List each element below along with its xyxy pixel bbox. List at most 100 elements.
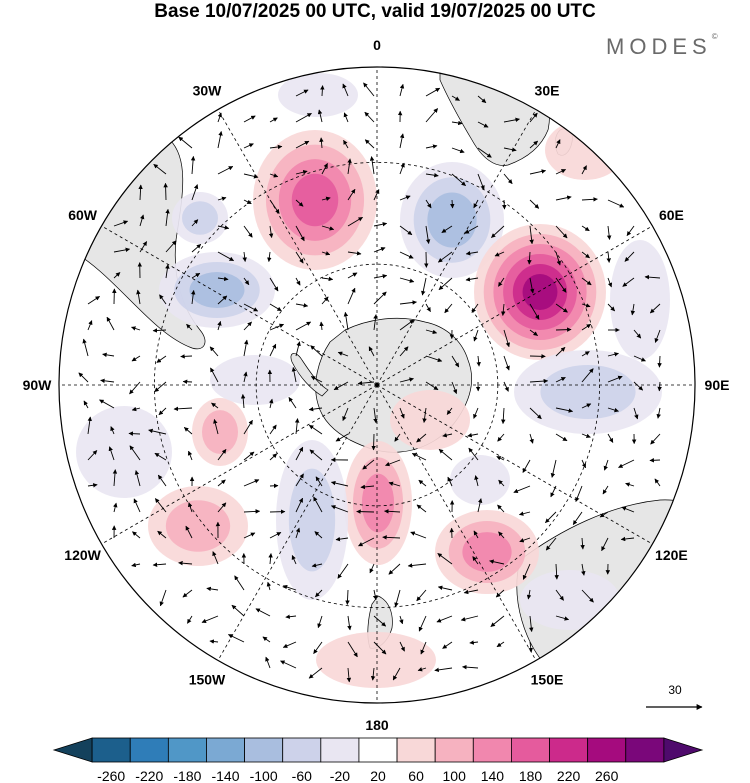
wind-vector xyxy=(288,397,297,409)
wind-vector xyxy=(606,251,611,263)
wind-vector xyxy=(528,641,534,653)
wind-vector xyxy=(217,196,227,201)
wind-vector xyxy=(139,241,148,253)
colorbar: -260 -220 -180 -140 -100 -60 -20 20 60 100 140 180 2… xyxy=(52,737,704,783)
brand-logo: MODES© xyxy=(606,32,718,59)
wind-vector xyxy=(313,496,323,513)
wind-vector xyxy=(529,277,535,294)
anomaly-contour xyxy=(278,73,358,117)
wind-vector xyxy=(128,431,141,436)
wind-vector xyxy=(490,615,505,627)
wind-vector xyxy=(139,214,145,227)
wind-vector xyxy=(317,615,323,629)
wind-vector xyxy=(113,502,118,513)
anomaly-contour xyxy=(189,272,245,308)
wind-vector xyxy=(267,251,272,263)
wind-vector xyxy=(503,329,511,348)
wind-vector xyxy=(581,403,592,409)
wind-vector xyxy=(231,604,245,617)
wind-vector xyxy=(217,251,234,262)
wind-vector xyxy=(243,451,255,461)
wind-vector xyxy=(206,586,219,592)
wind-vector xyxy=(100,378,115,384)
wind-vector xyxy=(399,277,415,283)
wind-vector xyxy=(132,531,141,539)
wind-vector xyxy=(555,303,568,313)
wind-vector xyxy=(399,300,417,305)
wind-vector xyxy=(113,272,121,279)
meridian-line xyxy=(101,225,378,386)
wind-vector xyxy=(255,608,271,617)
wind-vector xyxy=(269,323,285,331)
wind-vector xyxy=(315,476,323,487)
wind-vector xyxy=(182,379,193,384)
longitude-label: 180 xyxy=(365,717,389,733)
wind-vector xyxy=(243,509,261,514)
wind-vector xyxy=(498,479,505,487)
wind-vectors xyxy=(78,82,662,683)
colorbar-tick-label: 140 xyxy=(481,768,505,783)
colorbar-swatch xyxy=(167,737,207,763)
wind-vector xyxy=(373,222,388,227)
wind-vector xyxy=(165,208,170,227)
wind-vector xyxy=(333,381,349,391)
wind-vector xyxy=(513,485,531,494)
wind-vector xyxy=(625,482,635,487)
wind-vector xyxy=(425,87,441,97)
wind-vector xyxy=(437,553,453,565)
wind-vector xyxy=(494,251,505,257)
wind-vector xyxy=(581,251,590,259)
wind-vector xyxy=(438,448,453,461)
wind-vector xyxy=(157,474,167,487)
colorbar-tick-label: 260 xyxy=(595,768,619,783)
wind-vector xyxy=(269,343,277,357)
colorbar-swatch xyxy=(358,737,398,763)
wind-vector xyxy=(212,551,219,565)
meridian-line xyxy=(217,384,378,661)
wind-vector xyxy=(399,641,405,652)
wind-vector xyxy=(477,498,483,513)
wind-vector xyxy=(280,660,297,669)
wind-vector xyxy=(529,169,547,175)
pole-marker xyxy=(375,383,379,387)
wind-vector xyxy=(113,220,129,227)
colorbar-tick-label: 100 xyxy=(443,768,467,783)
anomaly-contour xyxy=(390,390,470,450)
wind-vector xyxy=(555,277,567,293)
wind-vector xyxy=(575,485,583,503)
wind-vector xyxy=(410,531,427,539)
wind-vector xyxy=(87,296,100,305)
wind-vector xyxy=(295,497,304,513)
wind-vector xyxy=(418,479,427,487)
longitude-label: 150E xyxy=(531,671,564,687)
meridian-line xyxy=(376,225,653,386)
wind-vector xyxy=(554,563,559,580)
wind-vector xyxy=(269,453,278,461)
wind-vector xyxy=(343,139,349,149)
wind-vector xyxy=(473,530,479,539)
wind-vector xyxy=(321,163,328,175)
anomaly-contour xyxy=(522,274,558,310)
wind-vector xyxy=(500,303,506,316)
wind-vector xyxy=(372,589,378,601)
wind-vector xyxy=(217,320,222,331)
wind-vector xyxy=(108,446,115,461)
wind-vector xyxy=(347,216,363,227)
wind-vector xyxy=(291,554,297,565)
wind-vector xyxy=(364,139,375,149)
colorbar-swatch xyxy=(511,737,550,763)
wind-vector xyxy=(425,381,439,391)
wind-vector xyxy=(347,251,362,256)
wind-vector xyxy=(308,424,323,435)
wind-vector xyxy=(399,162,405,175)
wind-vector xyxy=(581,459,587,469)
wind-vector xyxy=(545,511,557,524)
longitude-label: 60E xyxy=(659,207,684,223)
wind-vector xyxy=(373,274,388,279)
wind-vector xyxy=(626,225,635,236)
wind-vector xyxy=(474,475,479,487)
wind-vector xyxy=(310,376,323,383)
colorbar-swatch xyxy=(587,737,627,763)
wind-vector xyxy=(335,433,349,442)
colorbar-swatch xyxy=(52,737,93,763)
